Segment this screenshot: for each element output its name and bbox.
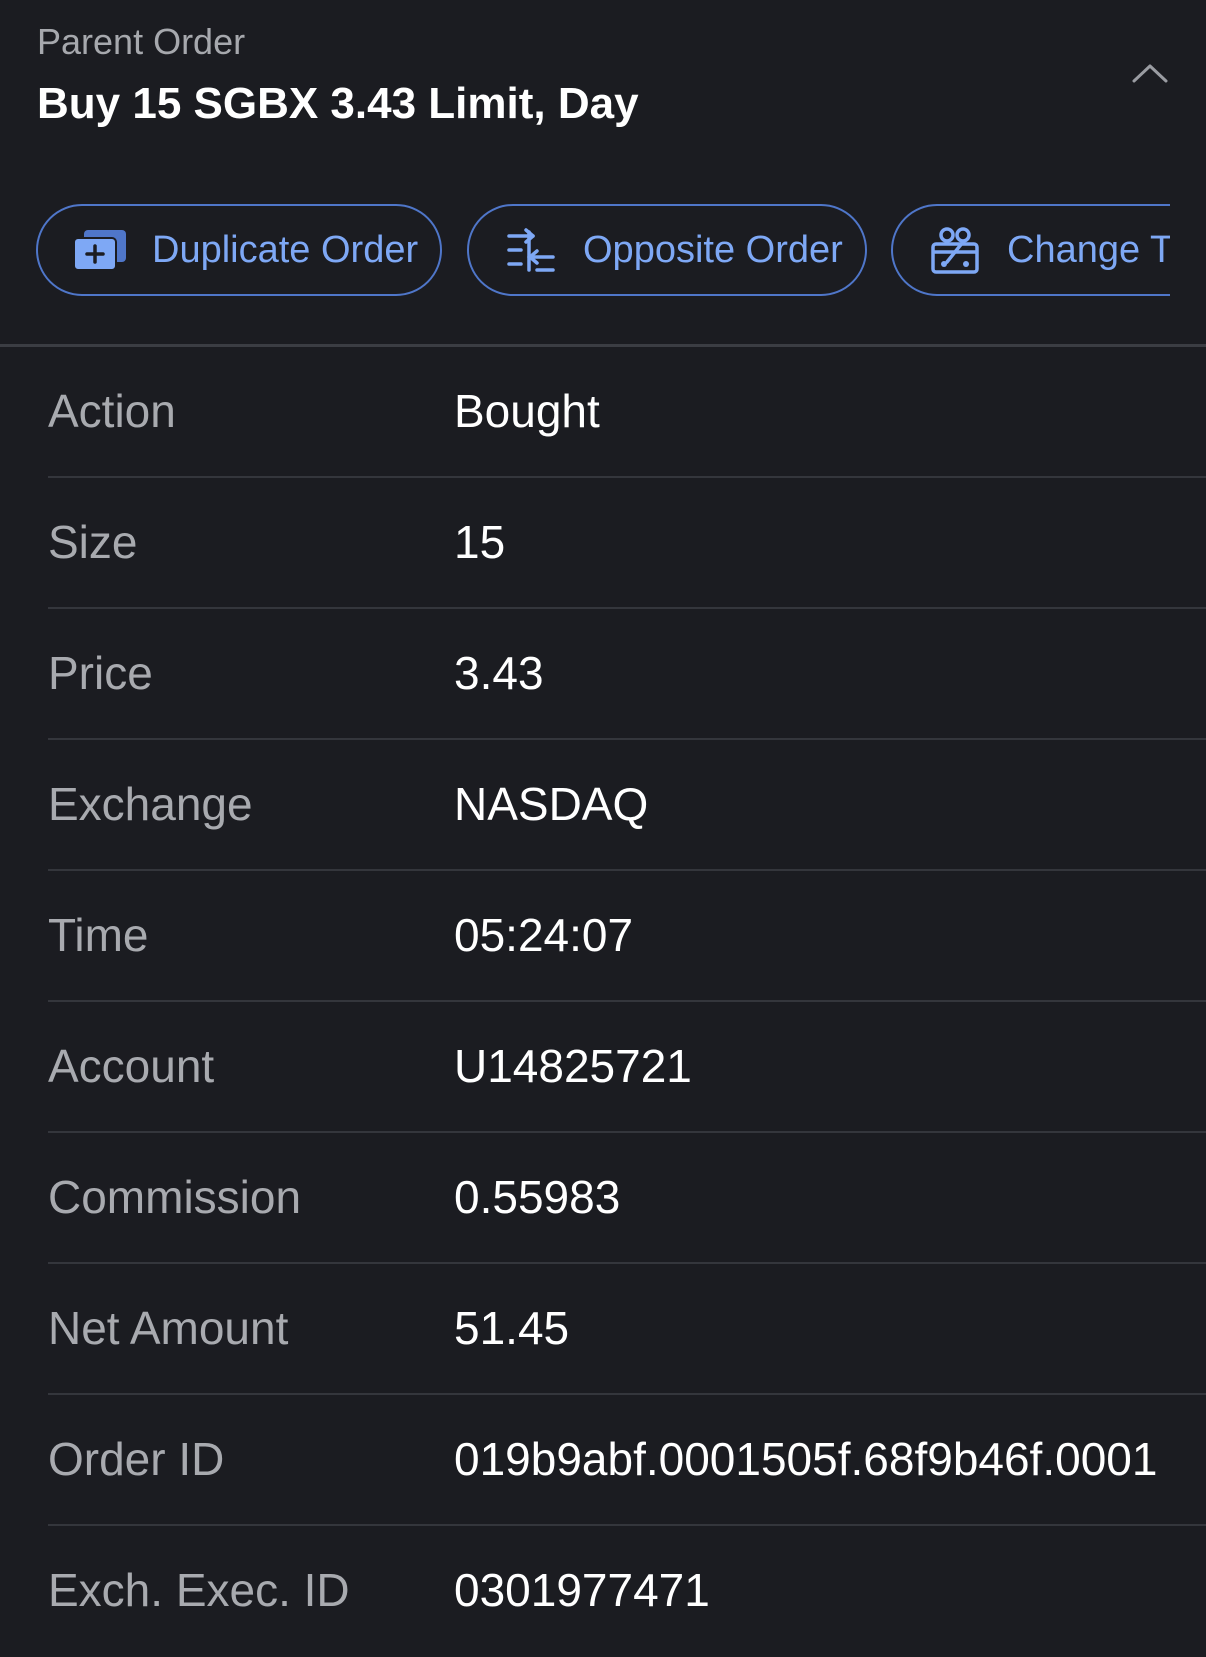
detail-label: Time (48, 909, 149, 961)
order-actions: Duplicate Order Opposite Order (36, 204, 1170, 300)
order-header: Parent Order Buy 15 SGBX 3.43 Limit, Day… (0, 0, 1206, 345)
detail-label: Price (48, 647, 153, 699)
opposite-order-button[interactable]: Opposite Order (467, 204, 867, 296)
detail-value: 3.43 (454, 647, 544, 699)
opposite-order-label: Opposite Order (583, 228, 843, 271)
detail-label: Action (48, 385, 176, 437)
duplicate-order-label: Duplicate Order (152, 228, 419, 271)
change-label: Change Ta (1007, 228, 1170, 271)
detail-row-commission: Commission 0.55983 (48, 1133, 1206, 1264)
collapse-button[interactable] (1130, 55, 1170, 91)
order-details-list: Action Bought Size 15 Price 3.43 Exchang… (0, 347, 1206, 1657)
detail-value: U14825721 (454, 1040, 692, 1092)
detail-label: Exchange (48, 778, 253, 830)
detail-value: 51.45 (454, 1302, 570, 1354)
detail-row-size: Size 15 (48, 478, 1206, 609)
duplicate-order-button[interactable]: Duplicate Order (36, 204, 442, 296)
order-title: Buy 15 SGBX 3.43 Limit, Day (37, 79, 639, 128)
detail-label: Account (48, 1040, 215, 1092)
chevron-up-icon (1132, 64, 1168, 83)
detail-label: Order ID (48, 1433, 225, 1485)
detail-row-net-amount: Net Amount 51.45 (48, 1264, 1206, 1395)
detail-row-action: Action Bought (48, 347, 1206, 478)
parent-order-label: Parent Order (37, 21, 246, 62)
detail-label: Size (48, 516, 138, 568)
detail-value: 15 (454, 516, 506, 568)
detail-value: 05:24:07 (454, 909, 634, 961)
change-button[interactable]: Change Ta (891, 204, 1170, 296)
detail-label: Net Amount (48, 1302, 289, 1354)
opposite-icon (503, 226, 559, 274)
detail-row-order-id: Order ID 019b9abf.0001505f.68f9b46f.0001 (48, 1395, 1206, 1526)
detail-label: Exch. Exec. ID (48, 1564, 350, 1616)
detail-value: 019b9abf.0001505f.68f9b46f.0001 (454, 1433, 1158, 1485)
detail-value: NASDAQ (454, 778, 649, 830)
detail-row-exchange: Exchange NASDAQ (48, 740, 1206, 871)
detail-value: 0301977471 (454, 1564, 710, 1616)
detail-label: Commission (48, 1171, 302, 1223)
duplicate-icon (72, 226, 128, 274)
detail-row-price: Price 3.43 (48, 609, 1206, 740)
detail-value: Bought (454, 385, 600, 437)
detail-row-exec-id: Exch. Exec. ID 0301977471 (48, 1526, 1206, 1657)
detail-row-time: Time 05:24:07 (48, 871, 1206, 1002)
detail-row-account: Account U14825721 (48, 1002, 1206, 1133)
detail-value: 0.55983 (454, 1171, 621, 1223)
change-icon (927, 226, 983, 274)
section-divider (0, 344, 1206, 347)
